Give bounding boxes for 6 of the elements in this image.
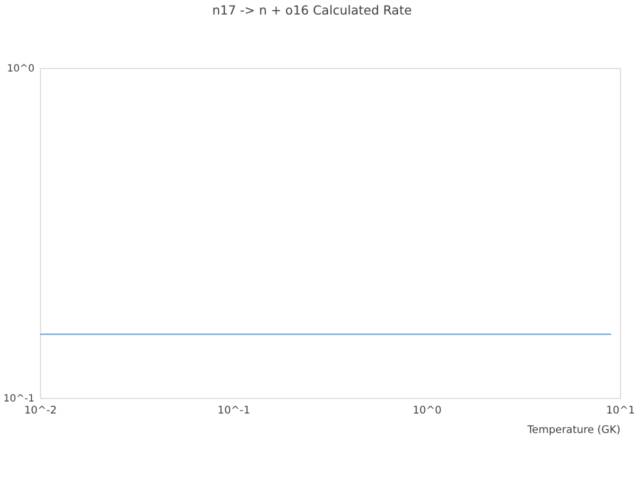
x-axis-title: Temperature (GK) — [526, 424, 620, 436]
x-tick-label: 10^1 — [606, 404, 635, 416]
x-tick-label: 10^-2 — [24, 404, 57, 416]
x-tick-label: 10^0 — [412, 404, 442, 416]
x-tick-label: 10^-1 — [218, 404, 250, 416]
chart-title: n17 -> n + o16 Calculated Rate — [212, 2, 412, 18]
